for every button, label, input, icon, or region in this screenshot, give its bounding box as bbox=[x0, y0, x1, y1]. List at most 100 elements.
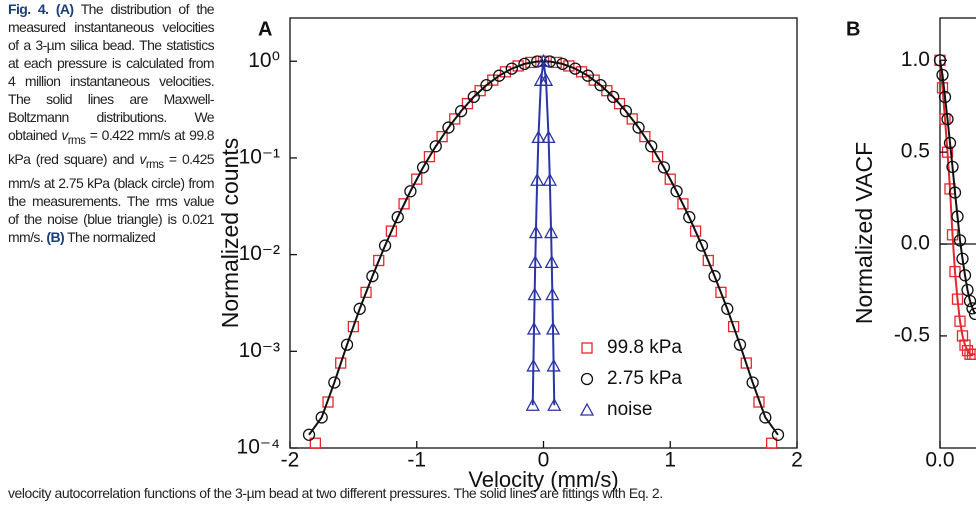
caption: Fig. 4. (A) The distribution of the meas… bbox=[8, 0, 214, 480]
y-tick-label: 10⁰ bbox=[248, 49, 280, 72]
legend-label: noise bbox=[607, 399, 652, 420]
y-axis-label: Normalized VACF bbox=[851, 142, 877, 324]
legend-marker bbox=[580, 372, 594, 386]
plot-area bbox=[289, 17, 798, 449]
caption-text: The distribution of the measured instant… bbox=[8, 1, 214, 143]
chart: A Normalized counts Velocity (mm/s) 10⁰ 10⁻¹… bbox=[217, 17, 803, 492]
circle-marker bbox=[943, 136, 957, 150]
circle-marker bbox=[518, 57, 531, 71]
square-marker bbox=[740, 357, 752, 369]
circle-marker bbox=[657, 161, 671, 174]
caption-label: Fig. 4. bbox=[8, 1, 49, 17]
circle-marker bbox=[353, 302, 366, 315]
y-tick-label: 10⁻² bbox=[239, 242, 280, 265]
square-marker bbox=[309, 437, 322, 449]
circle-marker bbox=[366, 270, 379, 283]
square-marker bbox=[766, 437, 778, 449]
triangle-marker bbox=[545, 287, 560, 301]
plot-frame bbox=[289, 17, 798, 449]
symbol: v bbox=[61, 127, 68, 143]
y-tick-label: 0.5 bbox=[901, 140, 930, 163]
triangle-marker bbox=[528, 255, 543, 269]
square-marker bbox=[499, 66, 512, 78]
circle-marker bbox=[619, 104, 633, 118]
circle-marker bbox=[958, 269, 972, 282]
circle-marker bbox=[632, 121, 645, 134]
subscript: rms bbox=[67, 133, 86, 147]
triangle-marker bbox=[526, 358, 541, 372]
square-marker bbox=[335, 357, 347, 369]
circle-marker bbox=[936, 68, 949, 82]
square-marker bbox=[639, 130, 651, 143]
square-marker bbox=[563, 60, 575, 72]
circle-marker bbox=[581, 69, 595, 82]
panel-ref: (A) bbox=[55, 1, 74, 17]
y-tick-label: -0.5 bbox=[894, 323, 930, 346]
triangle-marker bbox=[544, 255, 559, 269]
circle-marker bbox=[442, 121, 455, 134]
square-marker bbox=[954, 315, 966, 327]
square-marker bbox=[956, 330, 969, 342]
triangle-marker bbox=[527, 287, 542, 301]
circle-marker bbox=[594, 78, 607, 92]
circle-marker bbox=[953, 234, 967, 247]
circle-marker bbox=[391, 211, 404, 224]
circle-marker bbox=[429, 140, 442, 153]
circle-marker bbox=[467, 90, 480, 104]
square-marker bbox=[677, 198, 689, 210]
y-axis-label: Normalized counts bbox=[217, 138, 243, 328]
plot-frame bbox=[939, 17, 976, 449]
triangle-marker bbox=[528, 225, 543, 239]
circle-marker bbox=[480, 78, 493, 92]
square-marker bbox=[423, 151, 436, 163]
circle-marker bbox=[708, 270, 721, 283]
circle-marker bbox=[302, 428, 316, 441]
circle-marker bbox=[607, 90, 620, 104]
circle-marker bbox=[670, 185, 683, 198]
circle-marker bbox=[683, 211, 696, 224]
x-tick-label: 0.0 bbox=[925, 449, 954, 472]
x-tick-label: 0 bbox=[538, 449, 550, 472]
square-marker bbox=[449, 113, 461, 125]
y-tick-label: 10⁻³ bbox=[239, 339, 280, 362]
square-marker bbox=[575, 66, 588, 78]
circle-marker bbox=[556, 57, 569, 71]
circle-marker bbox=[946, 160, 959, 173]
circle-marker bbox=[746, 376, 759, 389]
square-marker bbox=[373, 254, 385, 267]
square-marker bbox=[951, 293, 964, 305]
triangle-marker bbox=[545, 321, 561, 335]
triangle-marker bbox=[546, 358, 561, 372]
circle-marker bbox=[695, 239, 709, 252]
square-marker bbox=[512, 60, 524, 72]
panel-label: B bbox=[846, 18, 860, 40]
y-tick-label: 10⁻⁴ bbox=[237, 436, 280, 459]
square-marker bbox=[949, 265, 961, 278]
chart: B Normalized VACF 1.0 0.5 0.0 -0.5 0.0 bbox=[846, 17, 976, 472]
square-marker bbox=[461, 98, 474, 110]
circle-marker bbox=[938, 90, 952, 104]
circle-marker bbox=[328, 376, 341, 389]
symbol: v bbox=[139, 150, 146, 167]
square-marker bbox=[702, 254, 714, 267]
x-tick-label: 1 bbox=[664, 449, 676, 472]
x-tick-label: 2 bbox=[791, 449, 803, 472]
square-marker bbox=[322, 396, 334, 408]
subscript: rms bbox=[145, 157, 164, 171]
circle-marker bbox=[404, 185, 417, 198]
triangle-marker bbox=[531, 130, 546, 144]
square-marker bbox=[613, 98, 626, 110]
square-marker bbox=[664, 173, 676, 185]
square-marker bbox=[385, 225, 398, 237]
square-marker bbox=[651, 151, 664, 163]
circle-marker bbox=[956, 252, 969, 265]
caption-text: The normalized bbox=[64, 228, 156, 245]
circle-marker bbox=[951, 210, 964, 223]
legend-marker bbox=[581, 342, 593, 354]
x-axis-label: Velocity (mm/s) bbox=[468, 467, 618, 492]
triangle-marker bbox=[541, 130, 556, 144]
circle-marker bbox=[569, 62, 582, 75]
square-marker bbox=[398, 198, 410, 210]
circle-marker bbox=[378, 239, 392, 252]
